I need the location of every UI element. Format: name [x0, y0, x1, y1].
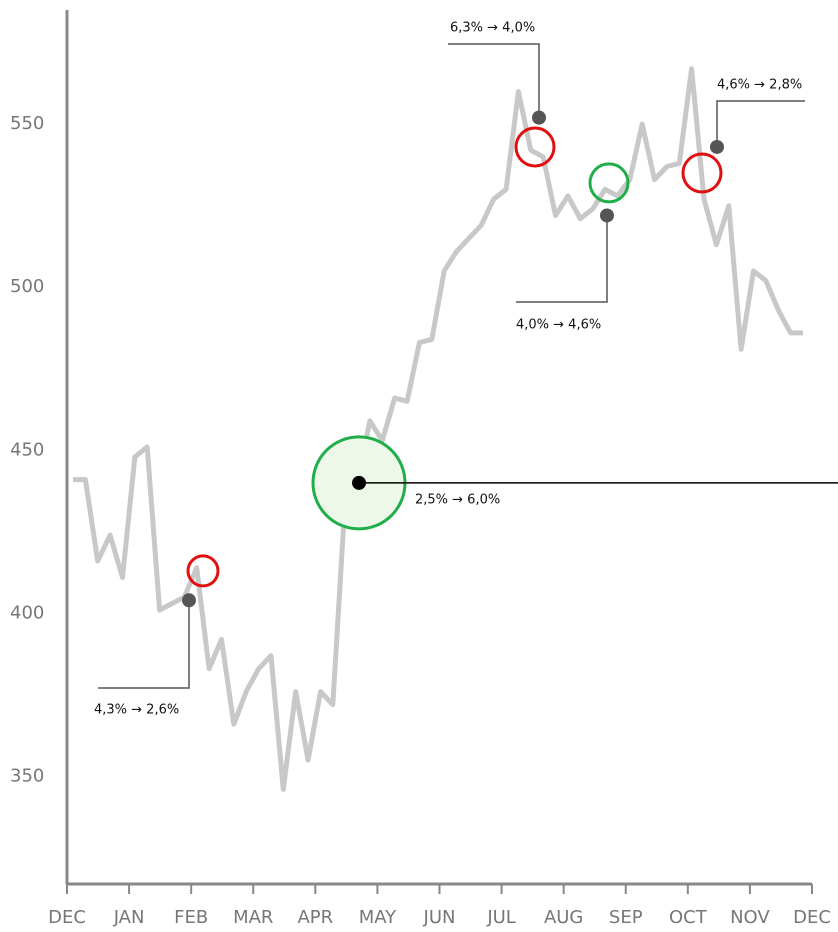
x-tick-label: SEP: [609, 907, 643, 928]
leader-line: [448, 43, 540, 118]
x-tick-label: JUN: [423, 907, 456, 928]
leader-line: [716, 100, 805, 147]
x-tick-label: JUL: [486, 907, 516, 928]
highlight-circle: [681, 152, 723, 194]
y-tick-label: 350: [10, 765, 44, 786]
annotation-label: 6,3% → 4,0%: [450, 21, 535, 36]
x-tick-label: FEB: [174, 907, 208, 928]
x-tick-label: MAY: [359, 907, 397, 928]
y-tick-label: 550: [10, 113, 44, 134]
x-tick-label: DEC: [48, 907, 86, 928]
annotation-label: 4,0% → 4,6%: [516, 318, 601, 333]
annotation-dot: [352, 475, 366, 490]
x-tick-label: JAN: [113, 907, 145, 928]
leader-line: [516, 215, 608, 303]
x-tick-label: NOV: [730, 907, 770, 928]
price-line: [73, 66, 803, 792]
annotation-label: 2,5% → 6,0%: [415, 493, 500, 508]
annotation-dot: [532, 110, 546, 125]
annotation-label: 4,6% → 2,8%: [717, 78, 802, 93]
x-tick-label: AUG: [544, 907, 583, 928]
x-tick-label: MAR: [233, 907, 273, 928]
highlight-circle: [588, 162, 630, 204]
annotation-dot: [600, 208, 614, 223]
annotation-dot: [182, 593, 196, 608]
annotation-dot: [710, 139, 724, 154]
highlight-circle: [186, 554, 220, 588]
highlight-circle: [514, 126, 556, 168]
x-tick-label: APR: [297, 907, 333, 928]
annotation-label: 4,3% → 2,6%: [94, 703, 179, 718]
y-tick-label: 450: [10, 439, 44, 460]
x-tick-label: OCT: [669, 907, 708, 928]
x-tick-label: DEC: [793, 907, 831, 928]
y-tick-label: 500: [10, 276, 44, 297]
y-tick-label: 400: [10, 602, 44, 623]
leader-line: [98, 600, 190, 689]
